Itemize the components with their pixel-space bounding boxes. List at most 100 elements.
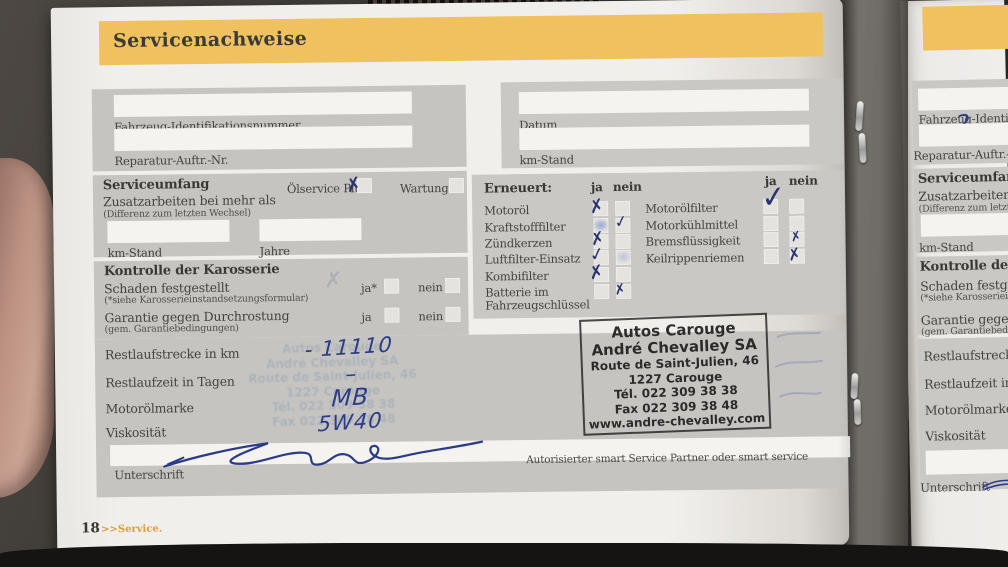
serviceumfang-heading: Serviceumfang: [102, 176, 210, 194]
table-surface: [0, 543, 1008, 567]
footer-section-label: >>Service.: [101, 523, 163, 536]
erneuert-item-label: Batterie im Fahrzeugschlüssel: [485, 284, 590, 313]
erneuert-ja-header-left: ja: [590, 180, 603, 195]
wartung-checkbox: [448, 177, 464, 194]
erneuert-nein-checkbox: ✗: [613, 281, 632, 299]
ghost-check-mark: ✗: [323, 268, 343, 294]
oelservice-label: Ölservice Plus: [286, 181, 368, 196]
garantie-ja-label: ja: [361, 309, 372, 325]
km-diff-input-strip: [107, 219, 230, 244]
serviceumfang-heading: Serviceumfang: [917, 169, 1008, 187]
serviceumfang-line1: Zusatzarbeiten bei mehr als: [918, 185, 1008, 204]
service-book-right-page: Fahrzeug-Identifikationsnummer 2 Reparat…: [900, 0, 1008, 562]
vin-input-strip: [917, 86, 1008, 111]
erneuert-ja-checkbox: [763, 248, 779, 265]
schaden-nein-label: nein: [418, 280, 443, 295]
viskositaet-label: Viskosität: [925, 427, 986, 444]
serviceumfang-line2: (Differenz zum letzten Wechsel): [103, 207, 251, 221]
dealer-stamp: Autos Carouge André Chevalley SA Route d…: [579, 312, 772, 436]
garantie-nein-label: nein: [418, 309, 444, 324]
km-label: km-Stand: [519, 152, 574, 168]
erneuert-item-label: Kraftstofffilter: [484, 219, 566, 235]
service-book-left-page: Servicenachweise Autos Carouge André Che…: [50, 0, 851, 555]
erneuert-nein-checkbox: ✗: [786, 244, 805, 265]
erneuert-item-label: Zündkerzen: [484, 235, 553, 251]
staple: [853, 398, 862, 426]
garantie-ja-checkbox: [384, 307, 400, 323]
book-gutter: [838, 0, 908, 567]
order-label: Reparatur-Auftr.-Nr.: [114, 152, 229, 169]
erneuert-ja-checkbox: ✗: [588, 228, 609, 251]
garantie-nein-checkbox: [445, 306, 461, 323]
order-input-strip: [114, 125, 413, 152]
restlaufstrecke-label: Restlaufstrecke in km: [104, 345, 240, 363]
erneuert-ja-checkbox: [763, 231, 779, 248]
erneuert-heading: Erneuert:: [483, 180, 553, 197]
motoroelmarke-label: Motorölmarke: [105, 400, 194, 417]
erneuert-item-label: Kombifilter: [484, 268, 549, 284]
km-diff-label: km-Stand: [107, 245, 163, 261]
signature-input-strip: [925, 448, 1008, 475]
schaden-nein-checkbox: [445, 277, 461, 294]
page-number: 18: [80, 520, 100, 537]
garantie-small: (gem. Garantiebedingungen): [920, 323, 1008, 338]
wartung-label: Wartung: [399, 181, 449, 196]
order-input-strip: [918, 122, 1008, 147]
schaden-ja-label: ja*: [361, 280, 377, 296]
erneuert-ja-checkbox: [763, 215, 779, 232]
erneuert-nein-checkbox: [615, 249, 631, 265]
erneuert-nein-checkbox: [615, 233, 631, 249]
erneuert-nein-header-left: nein: [612, 179, 642, 195]
page-title-band: Servicenachweise: [98, 12, 824, 66]
erneuert-ja-checkbox: [594, 284, 610, 300]
restlaufzeit-label: Restlaufzeit in Tagen: [105, 373, 235, 391]
staple: [850, 372, 859, 400]
motoroelmarke-value: MB: [330, 383, 370, 413]
km-input-strip: [519, 124, 810, 151]
finger-holding-book: [0, 158, 54, 498]
erneuert-ja-checkbox: ✗: [587, 261, 610, 285]
erneuert-ja-checkbox: ✓: [759, 179, 788, 217]
erneuert-nein-header-right: nein: [788, 173, 818, 188]
erneuert-nein-checkbox: [789, 215, 805, 231]
garantie-small: (gem. Garantiebedingungen): [104, 322, 239, 336]
erneuert-nein-checkbox: ✓: [612, 211, 631, 233]
motoroelmarke-label: Motorölmarke: [924, 400, 1008, 418]
jahre-label: Jahre: [259, 243, 290, 259]
erneuert-item-label: Luftfilter-Einsatz: [484, 251, 581, 267]
vin-input-strip: [113, 91, 413, 118]
erneuert-item-label: Keilrippenriemen: [645, 250, 745, 266]
erneuert-item-label: Motoröl: [484, 203, 530, 218]
erneuert-nein-checkbox: [615, 200, 631, 216]
erneuert-nein-checkbox: ✗: [789, 228, 805, 247]
erneuert-nein-checkbox: [789, 198, 805, 214]
erneuert-item-label: Bremsflüssigkeit: [645, 233, 741, 249]
staple: [858, 132, 867, 164]
order-label: Reparatur-Auftr.-Nr.: [913, 146, 1008, 163]
ink-smudge: [593, 219, 609, 232]
erneuert-ja-header-right: ja: [764, 174, 777, 189]
schaden-ja-checkbox: [384, 278, 400, 294]
karosserie-heading: Kontrolle der Karosserie: [103, 262, 280, 280]
erneuert-ja-checkbox: ✗: [587, 195, 609, 219]
ink-smudge: [615, 250, 631, 263]
signature: [981, 479, 1008, 491]
date-input-strip: [518, 88, 809, 115]
oelservice-checkbox: ✗: [344, 173, 372, 198]
check-mark: ✗: [789, 228, 803, 246]
karosserie-heading: Kontrolle der Karosserie: [919, 256, 1008, 275]
erneuert-item-label: Motorölfilter: [645, 200, 718, 216]
signature: [163, 440, 484, 468]
page-title-band: [922, 4, 1008, 51]
page-title: Servicenachweise: [112, 27, 308, 53]
erneuert-item-label: Motorkühlmittel: [645, 217, 738, 233]
restlaufstrecke-label: Restlaufstrecke in km: [923, 346, 1008, 364]
km-diff-label: km-Stand: [919, 239, 974, 255]
jahre-input-strip: [259, 218, 362, 242]
erneuert-nein-checkbox: [615, 266, 632, 282]
restlaufzeit-label: Restlaufzeit in Tagen: [924, 374, 1008, 392]
ghost-ink-scribble: [774, 331, 824, 398]
erneuert-ja-checkbox: [593, 218, 609, 234]
erneuert-ja-checkbox: ✓: [588, 243, 609, 267]
